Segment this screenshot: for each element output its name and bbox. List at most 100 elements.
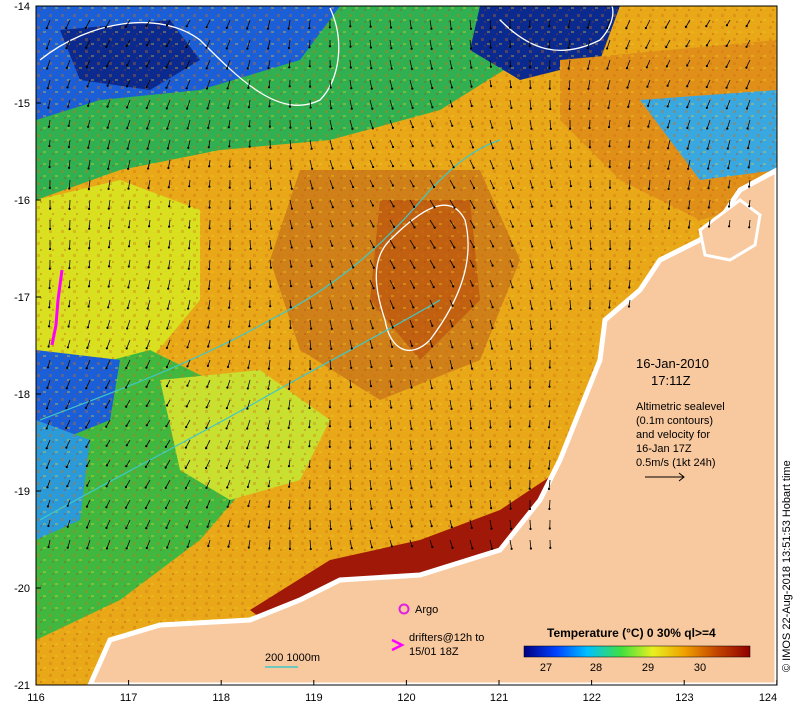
- velocity-arrow: [529, 439, 531, 448]
- velocity-arrow: [228, 119, 231, 128]
- velocity-arrow: [369, 479, 372, 489]
- velocity-arrow-head: [84, 26, 87, 29]
- velocity-arrow-head: [390, 385, 393, 388]
- velocity-arrow: [389, 259, 395, 269]
- velocity-arrow: [106, 439, 111, 447]
- velocity-arrow: [308, 19, 311, 29]
- velocity-arrow-head: [125, 405, 128, 408]
- velocity-arrow: [248, 339, 251, 348]
- velocity-arrow: [409, 459, 412, 469]
- velocity-arrow: [105, 379, 111, 389]
- velocity-arrow: [469, 419, 472, 429]
- velocity-arrow: [746, 19, 751, 27]
- velocity-arrow-head: [145, 86, 148, 89]
- velocity-arrow: [509, 139, 513, 149]
- velocity-arrow: [509, 99, 512, 108]
- velocity-arrow-head: [65, 407, 68, 410]
- velocity-arrow: [509, 379, 511, 389]
- velocity-arrow-head: [45, 47, 49, 50]
- velocity-arrow: [429, 459, 432, 469]
- velocity-arrow: [126, 79, 131, 87]
- velocity-arrow-head: [350, 527, 353, 530]
- velocity-arrow-head: [351, 166, 355, 169]
- velocity-arrow-head: [707, 167, 710, 170]
- velocity-arrow-head: [329, 527, 332, 531]
- colorbar-title: Temperature (°C) 0 30% ql>=4: [547, 626, 716, 640]
- velocity-arrow-head: [372, 307, 375, 310]
- velocity-arrow: [746, 99, 751, 109]
- velocity-arrow: [329, 319, 333, 329]
- velocity-arrow-head: [145, 24, 148, 27]
- velocity-arrow-head: [646, 85, 649, 88]
- velocity-arrow: [86, 539, 91, 549]
- velocity-arrow-head: [511, 265, 514, 268]
- velocity-arrow-head: [147, 167, 150, 170]
- velocity-arrow: [329, 539, 332, 549]
- velocity-arrow: [309, 459, 311, 467]
- velocity-arrow-head: [165, 45, 168, 48]
- velocity-arrow: [746, 79, 751, 89]
- velocity-arrow-head: [391, 345, 394, 348]
- velocity-arrow-head: [85, 505, 89, 508]
- velocity-arrow: [128, 259, 131, 267]
- velocity-arrow: [228, 299, 231, 308]
- velocity-arrow-head: [588, 146, 592, 149]
- velocity-arrow-head: [608, 287, 611, 290]
- velocity-arrow-head: [548, 405, 551, 408]
- velocity-arrow: [268, 499, 271, 507]
- velocity-arrow-head: [369, 385, 373, 388]
- velocity-arrow-head: [165, 526, 168, 530]
- velocity-arrow-head: [308, 507, 311, 510]
- velocity-arrow-head: [126, 106, 129, 109]
- velocity-arrow: [569, 139, 571, 149]
- velocity-arrow: [706, 79, 711, 88]
- velocity-arrow: [726, 59, 731, 68]
- velocity-arrow-head: [228, 145, 231, 148]
- velocity-arrow-head: [411, 106, 414, 110]
- velocity-arrow-head: [450, 466, 453, 469]
- velocity-arrow-head: [247, 504, 250, 508]
- velocity-arrow: [125, 499, 131, 508]
- velocity-arrow-head: [413, 246, 416, 249]
- velocity-arrow-head: [126, 306, 129, 310]
- velocity-arrow-head: [413, 266, 416, 269]
- velocity-arrow-head: [645, 46, 648, 49]
- velocity-arrow-head: [469, 485, 472, 488]
- velocity-arrow-head: [490, 85, 493, 88]
- velocity-arrow: [166, 39, 171, 47]
- velocity-arrow-head: [470, 367, 474, 370]
- velocity-arrow: [249, 239, 251, 249]
- velocity-arrow: [107, 139, 111, 149]
- velocity-arrow: [469, 79, 472, 87]
- velocity-arrow: [369, 319, 374, 329]
- velocity-arrow: [429, 299, 434, 307]
- velocity-arrow: [389, 79, 393, 89]
- velocity-arrow: [569, 219, 572, 228]
- velocity-arrow-head: [606, 47, 609, 50]
- velocity-arrow-head: [586, 26, 589, 29]
- velocity-arrow-head: [569, 146, 572, 150]
- velocity-arrow-head: [352, 266, 355, 269]
- velocity-arrow-head: [290, 167, 293, 170]
- velocity-arrow-head: [410, 344, 413, 347]
- velocity-arrow: [206, 379, 211, 387]
- velocity-arrow-head: [412, 185, 415, 188]
- velocity-arrow-head: [607, 106, 610, 109]
- velocity-arrow-head: [331, 147, 334, 150]
- velocity-arrow: [125, 379, 131, 388]
- velocity-arrow-head: [247, 525, 250, 528]
- velocity-arrow: [148, 239, 151, 247]
- velocity-arrow: [166, 339, 171, 349]
- velocity-arrow: [489, 159, 494, 169]
- velocity-arrow: [469, 339, 473, 349]
- velocity-arrow-head: [188, 247, 191, 250]
- velocity-arrow-head: [247, 366, 250, 369]
- velocity-arrow-head: [47, 106, 50, 109]
- velocity-arrow-head: [531, 245, 534, 248]
- velocity-arrow-head: [549, 107, 552, 111]
- velocity-arrow: [309, 219, 313, 228]
- velocity-arrow-head: [567, 25, 570, 29]
- velocity-arrow: [469, 219, 475, 228]
- velocity-arrow: [267, 419, 271, 429]
- velocity-arrow-head: [451, 367, 454, 370]
